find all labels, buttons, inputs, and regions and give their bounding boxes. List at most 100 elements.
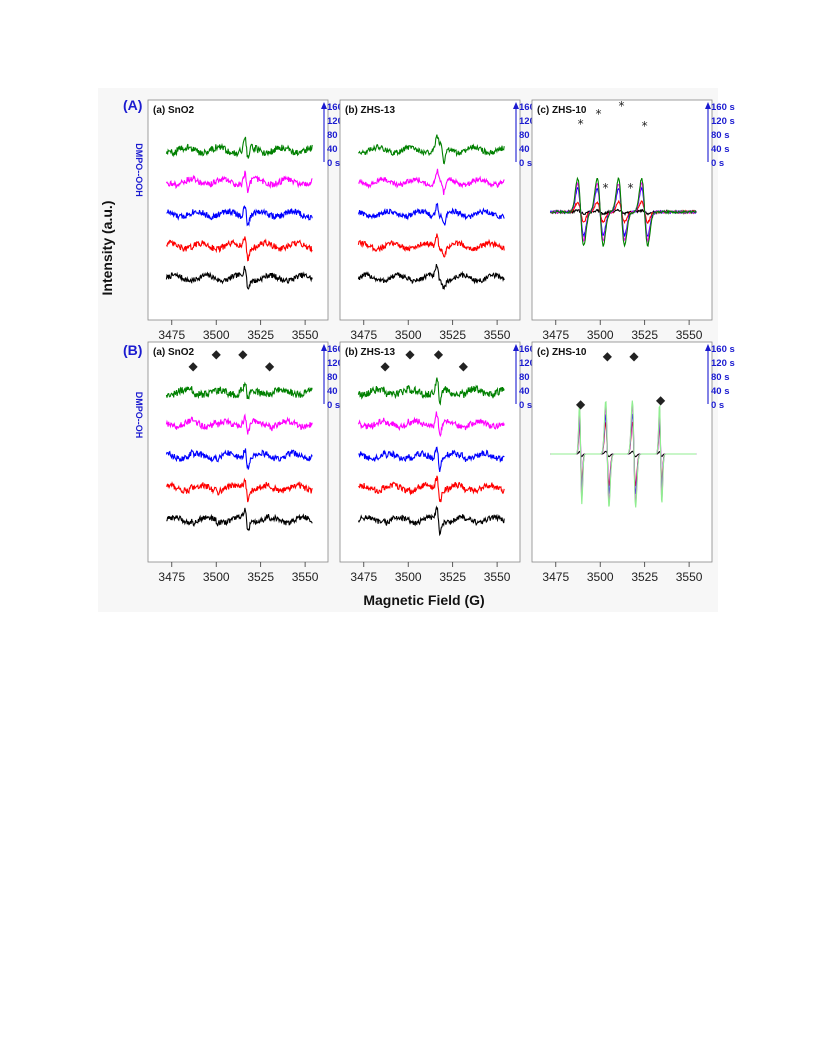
time-label: 160 s xyxy=(519,102,543,113)
x-tick-label: 3550 xyxy=(292,570,319,584)
series-line-160s xyxy=(358,134,505,165)
series-line-40s xyxy=(165,236,313,262)
peak-marker: ◆ xyxy=(603,349,613,363)
x-tick-label: 3475 xyxy=(542,328,569,342)
peak-marker: ◆ xyxy=(238,347,248,361)
peak-marker: ◆ xyxy=(459,359,469,373)
y-axis-title: Intensity (a.u.) xyxy=(99,201,115,296)
series-line-160s xyxy=(165,381,313,400)
x-tick-label: 3525 xyxy=(247,570,274,584)
series-line-0s xyxy=(165,265,313,290)
x-axis-title: Magnetic Field (G) xyxy=(363,592,484,608)
time-label: 40 s xyxy=(519,386,538,397)
time-arrow-head xyxy=(513,344,519,351)
time-label: 160 s xyxy=(519,344,543,355)
series-line-40s xyxy=(358,475,505,503)
x-tick-label: 3500 xyxy=(395,328,422,342)
time-label: 80 s xyxy=(519,130,538,141)
time-label: 120 s xyxy=(711,358,735,369)
series-line-120s xyxy=(357,411,505,438)
time-label: 160 s xyxy=(327,102,351,113)
x-tick-label: 3475 xyxy=(350,570,377,584)
series-line-0s xyxy=(166,507,313,532)
time-label: 160 s xyxy=(711,102,735,113)
x-tick-label: 3475 xyxy=(158,570,185,584)
panels: (A) DMPO--OOH (B) DMPO--OH (a) SnO2 3475 3500 3… xyxy=(123,97,735,584)
panel-title: (c) ZHS-10 xyxy=(537,105,587,116)
x-tick-label: 3525 xyxy=(439,570,466,584)
x-tick-label: 3550 xyxy=(292,328,319,342)
x-tick-label: 3525 xyxy=(439,328,466,342)
series-line-80s xyxy=(165,448,313,470)
peak-marker: ◆ xyxy=(380,359,390,373)
time-label: 0 s xyxy=(711,400,724,411)
series-line-160s xyxy=(550,400,697,508)
series-line-120s xyxy=(358,168,505,195)
peak-marker: * xyxy=(627,181,633,195)
time-label: 120 s xyxy=(327,116,351,127)
panel-b-2: (b) ZHS-13 3475 3500 3525 3550 160 s 120 s 80 s… xyxy=(339,341,543,584)
panel-frame xyxy=(147,99,329,321)
peak-marker: ◆ xyxy=(212,347,222,361)
time-arrow-head xyxy=(705,102,711,109)
time-label: 120 s xyxy=(327,358,351,369)
panel-title: (b) ZHS-13 xyxy=(345,105,395,116)
row-side-label-a: DMPO--OOH xyxy=(134,143,144,197)
x-tick-label: 3475 xyxy=(542,570,569,584)
series-line-0s xyxy=(357,505,505,537)
panel-title: (a) SnO2 xyxy=(153,347,195,358)
series-line-160s xyxy=(550,176,697,248)
time-label: 40 s xyxy=(327,144,346,155)
panel-title: (b) ZHS-13 xyxy=(345,347,395,358)
x-tick-label: 3475 xyxy=(350,328,377,342)
time-label: 40 s xyxy=(519,144,538,155)
x-tick-label: 3500 xyxy=(395,570,422,584)
panel-a-2: (b) ZHS-13 3475 3500 3525 3550 160 s 120 s 80 s… xyxy=(339,99,543,342)
panel-frame xyxy=(339,99,521,321)
x-tick-label: 3550 xyxy=(484,570,511,584)
peak-marker: * xyxy=(619,99,625,113)
x-tick-label: 3525 xyxy=(247,328,274,342)
row-label-a: (A) xyxy=(123,97,142,113)
x-tick-label: 3550 xyxy=(484,328,511,342)
peak-marker: ◆ xyxy=(434,347,444,361)
x-tick-label: 3525 xyxy=(631,328,658,342)
time-label: 0 s xyxy=(327,400,340,411)
x-tick-label: 3500 xyxy=(203,328,230,342)
panel-a-3: (c) ZHS-10 3475 3500 3525 3550 160 s 120 s 80 s… xyxy=(531,99,735,342)
series-line-160s xyxy=(357,377,505,406)
time-label: 80 s xyxy=(711,372,730,383)
series-line-160s xyxy=(165,136,313,159)
time-arrow-head xyxy=(513,102,519,109)
time-label: 80 s xyxy=(327,130,346,141)
panel-a-1: (a) SnO2 3475 3500 3525 3550 160 s 120 s 80 s 40… xyxy=(147,99,351,342)
peak-marker: ◆ xyxy=(656,393,666,407)
x-tick-label: 3475 xyxy=(158,328,185,342)
row-side-label-b: DMPO--OH xyxy=(134,392,144,439)
row-label-b: (B) xyxy=(123,342,142,358)
time-label: 160 s xyxy=(711,344,735,355)
peak-marker: ◆ xyxy=(188,359,198,373)
x-tick-label: 3550 xyxy=(676,570,703,584)
time-label: 80 s xyxy=(711,130,730,141)
series-line-120s xyxy=(165,170,313,194)
peak-marker: * xyxy=(642,119,648,133)
x-tick-label: 3550 xyxy=(676,328,703,342)
time-label: 120 s xyxy=(519,116,543,127)
series-line-40s xyxy=(165,477,313,503)
peak-marker: * xyxy=(578,117,584,131)
time-label: 0 s xyxy=(327,158,340,169)
panel-frame xyxy=(339,341,521,563)
time-arrow-head xyxy=(705,344,711,351)
series-line-0s xyxy=(357,263,505,291)
time-label: 40 s xyxy=(711,386,730,397)
peak-marker: * xyxy=(603,181,609,195)
x-tick-label: 3500 xyxy=(203,570,230,584)
x-tick-label: 3500 xyxy=(587,570,614,584)
panel-title: (a) SnO2 xyxy=(153,105,195,116)
series-line-80s xyxy=(166,205,313,227)
series-line-40s xyxy=(357,233,505,258)
panel-b-3: (c) ZHS-10 3475 3500 3525 3550 160 s 120 s 80 s… xyxy=(531,341,735,584)
time-label: 40 s xyxy=(327,386,346,397)
